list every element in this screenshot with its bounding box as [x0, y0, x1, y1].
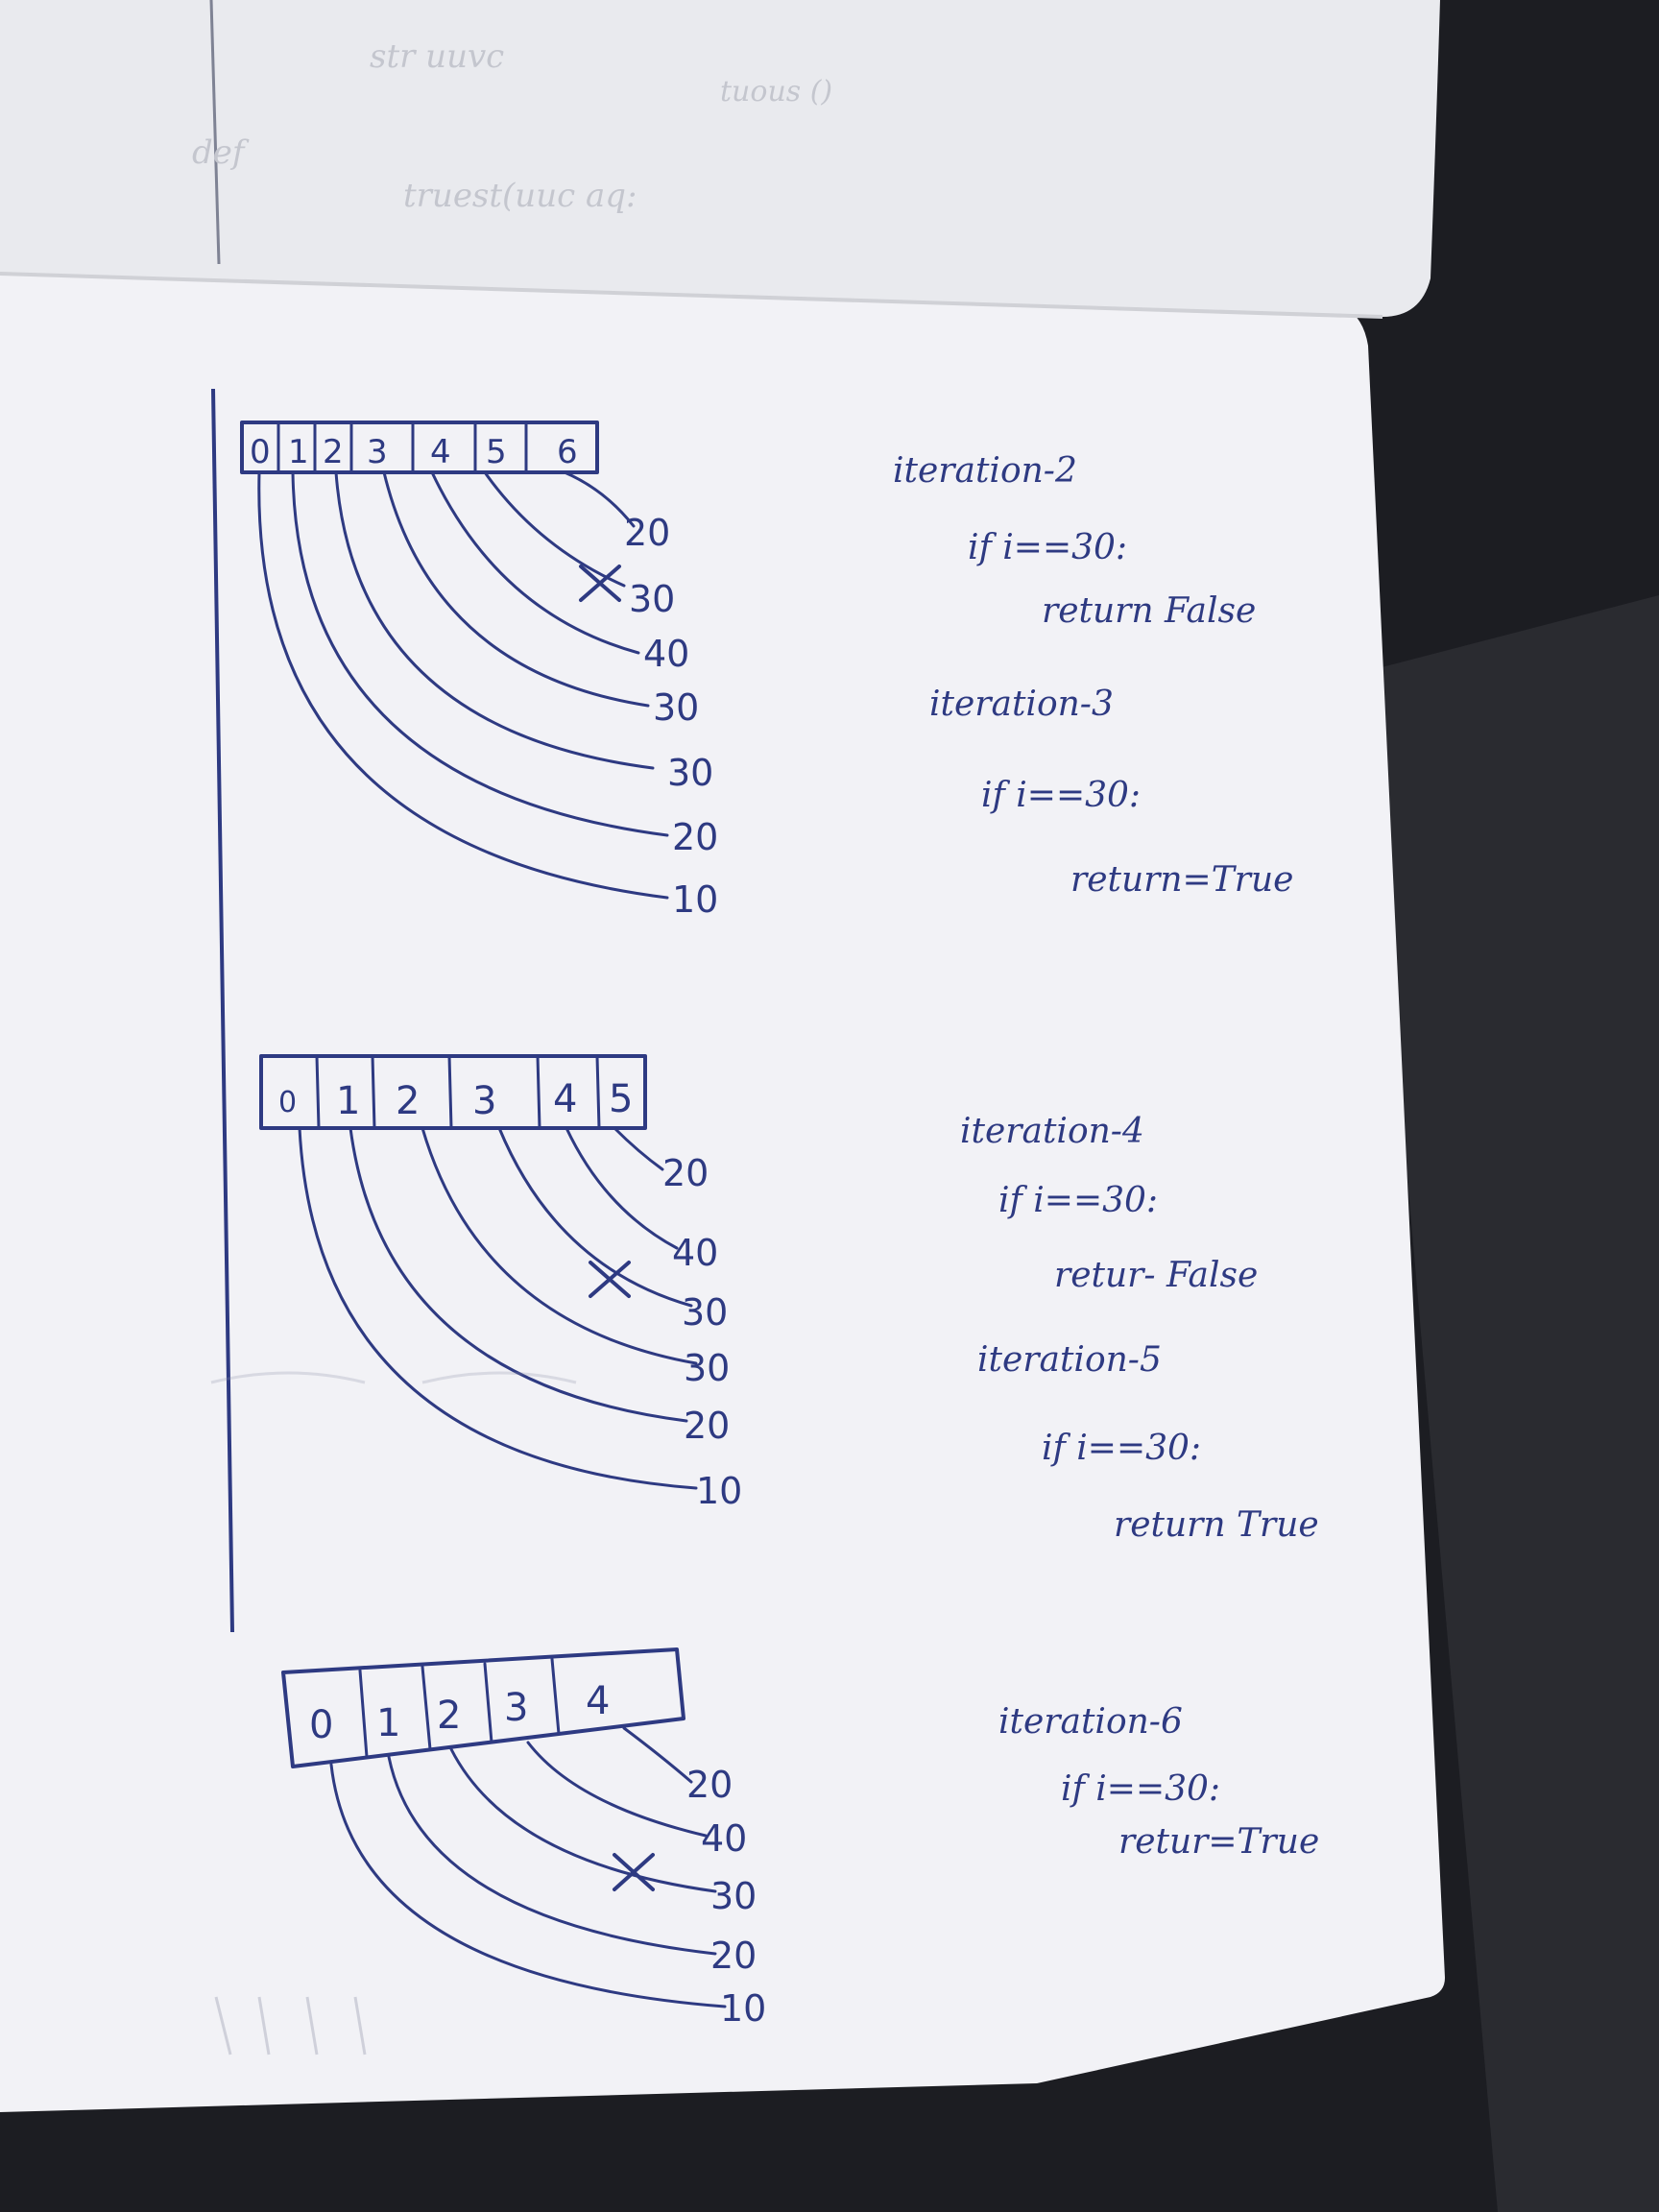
array3-index-4: 4 [586, 1679, 610, 1723]
ghost-text-3: def [192, 133, 250, 172]
note-result-iteration-6: retur=True [1118, 1822, 1319, 1862]
ghost-text-2: tuous () [720, 75, 832, 108]
array1-index-5: 5 [486, 433, 507, 471]
note-condition-iteration-6: if i==30: [1061, 1769, 1220, 1809]
array1-value-1: 30 [629, 578, 675, 620]
top-page [0, 0, 1440, 317]
array2-index-2: 2 [396, 1079, 420, 1123]
note-condition-iteration-2: if i==30: [968, 528, 1127, 567]
note-result-iteration-3: return=True [1070, 860, 1293, 900]
array2-index-0: 0 [278, 1086, 297, 1119]
array1-index-6: 6 [557, 433, 578, 471]
array2-value-1: 40 [672, 1232, 718, 1274]
notebook-page [0, 259, 1445, 2112]
notes-group-3: iteration-6 if i==30: retur=True [998, 1702, 1319, 1862]
array3-value-3: 20 [710, 1935, 757, 1977]
array1-index-0: 0 [250, 433, 271, 471]
array2-index-5: 5 [609, 1077, 633, 1121]
array2-index-1: 1 [336, 1079, 360, 1123]
array-diagram-1: 0 1 2 3 4 5 6 20 30 40 30 30 20 10 [240, 421, 718, 921]
note-condition-iteration-3: if i==30: [981, 776, 1141, 815]
array1-index-2: 2 [323, 433, 344, 471]
array1-value-3: 30 [653, 686, 699, 729]
note-title-iteration-6: iteration-6 [998, 1702, 1183, 1742]
note-title-iteration-4: iteration-4 [960, 1112, 1144, 1151]
array1-value-4: 30 [667, 752, 713, 794]
array-diagram-3: 0 1 2 3 4 20 40 30 20 10 [281, 1647, 766, 2030]
note-title-iteration-5: iteration-5 [977, 1340, 1162, 1380]
array2-value-5: 10 [696, 1470, 742, 1512]
array3-index-1: 1 [376, 1701, 400, 1745]
array3-value-0: 20 [686, 1764, 733, 1806]
array3-value-4: 10 [720, 1987, 766, 2030]
array1-value-5: 20 [672, 816, 718, 858]
array1-index-3: 3 [367, 433, 388, 471]
array3-value-2: 30 [710, 1875, 757, 1917]
array2-value-3: 30 [684, 1347, 730, 1389]
note-condition-iteration-5: if i==30: [1042, 1429, 1201, 1468]
array2-value-2: 30 [682, 1291, 728, 1334]
array3-index-2: 2 [437, 1694, 461, 1738]
note-title-iteration-2: iteration-2 [893, 451, 1077, 491]
notes-group-2: iteration-4 if i==30: retur- False itera… [960, 1112, 1319, 1545]
array2-index-3: 3 [472, 1079, 496, 1123]
array1-value-2: 40 [643, 633, 689, 675]
array1-index-4: 4 [430, 433, 451, 471]
array1-index-1: 1 [288, 433, 309, 471]
array-diagram-2: 0 1 2 3 4 5 20 40 30 30 20 10 [259, 1054, 742, 1512]
note-result-iteration-2: return False [1042, 591, 1256, 631]
array2-index-4: 4 [553, 1077, 577, 1121]
array2-value-0: 20 [662, 1152, 709, 1194]
note-result-iteration-4: retur- False [1054, 1256, 1258, 1295]
array3-index-0: 0 [309, 1703, 333, 1747]
notes-group-1: iteration-2 if i==30: return False itera… [893, 451, 1293, 900]
array1-value-6: 10 [672, 878, 718, 921]
array3-value-1: 40 [701, 1817, 747, 1860]
array1-value-0: 20 [624, 512, 670, 554]
ghost-text-4: truest(uuc aq: [403, 177, 637, 215]
note-result-iteration-5: return True [1114, 1505, 1319, 1545]
note-title-iteration-3: iteration-3 [929, 685, 1114, 724]
array2-value-4: 20 [684, 1405, 730, 1447]
ghost-text-1: str uuvc [370, 37, 504, 76]
array3-index-3: 3 [504, 1686, 528, 1730]
bleed-through [210, 1371, 577, 2056]
note-condition-iteration-4: if i==30: [998, 1181, 1158, 1220]
